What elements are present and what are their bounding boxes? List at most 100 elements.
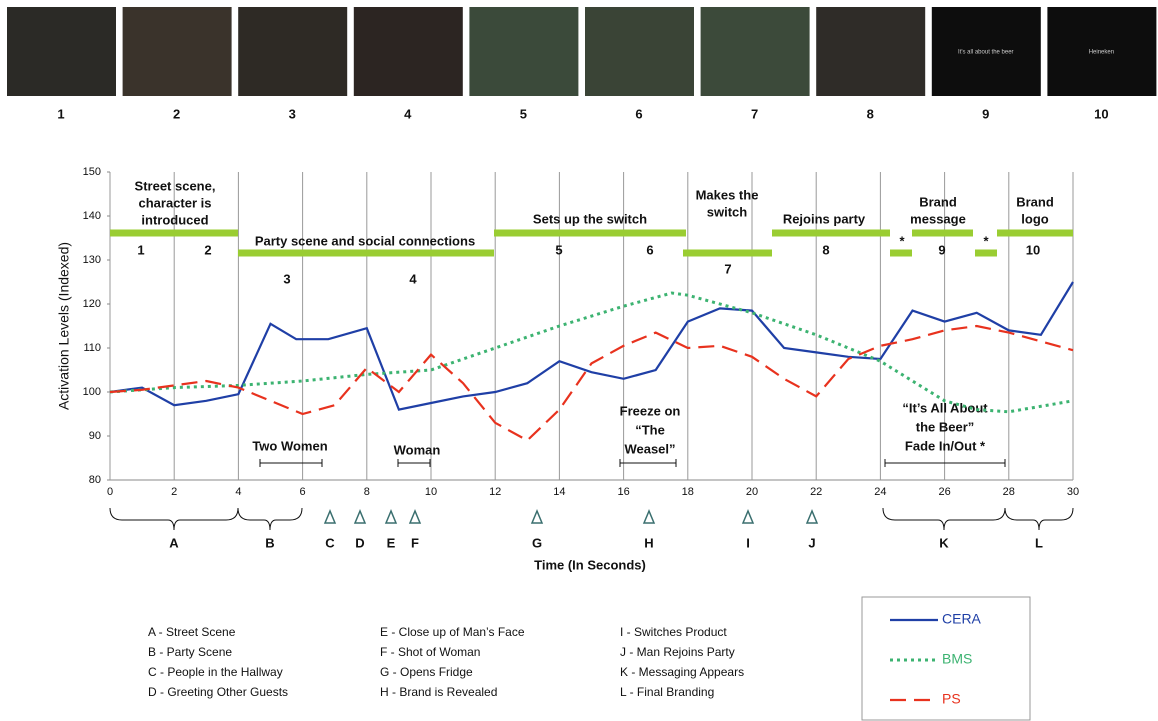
- scene-label: switch: [707, 204, 748, 219]
- marker-legend-item: F - Shot of Woman: [380, 645, 480, 659]
- marker-legend-item: K - Messaging Appears: [620, 665, 744, 679]
- scene-number: 5: [555, 242, 562, 257]
- scene-number: 1: [137, 242, 144, 257]
- marker-label: I: [746, 535, 750, 550]
- marker-label: A: [169, 535, 179, 550]
- x-tick-label: 12: [489, 486, 501, 498]
- annotation: “It’s All About: [902, 400, 988, 415]
- series-line: [109, 291, 1074, 414]
- scene-label: Street scene,: [135, 178, 216, 193]
- marker-legend-item: D - Greeting Other Guests: [148, 685, 288, 699]
- thumbnail: [816, 7, 926, 96]
- x-tick-label: 16: [617, 486, 629, 498]
- triangle: [805, 509, 819, 524]
- annotation: Weasel”: [624, 441, 675, 456]
- brace: [1004, 507, 1074, 531]
- frame-label: 2: [173, 106, 180, 121]
- series-line: [109, 324, 1074, 442]
- frame-caption: Heineken: [1089, 50, 1114, 56]
- x-tick-label: 26: [938, 486, 950, 498]
- marker-label: E: [387, 535, 396, 550]
- marker-label: B: [265, 535, 274, 550]
- x-tick-label: 18: [682, 486, 694, 498]
- y-tick-label: 150: [83, 166, 101, 178]
- y-axis-label: Activation Levels (Indexed): [56, 242, 72, 410]
- frame-label: 9: [982, 106, 989, 121]
- y-tick-label: 90: [89, 430, 101, 442]
- x-axis-label: Time (In Seconds): [534, 557, 646, 572]
- annotation: Woman: [394, 442, 441, 457]
- marker-label: L: [1035, 535, 1043, 550]
- legend-label: CERA: [942, 611, 982, 627]
- frame-caption: It's all about the beer: [958, 50, 1014, 56]
- x-tick-label: 28: [1003, 486, 1015, 498]
- annotation: “The: [635, 422, 665, 437]
- x-tick-label: 22: [810, 486, 822, 498]
- scene-number: 10: [1026, 242, 1040, 257]
- frame-label: 4: [404, 106, 412, 121]
- legend-label: PS: [942, 691, 961, 707]
- thumbnail: [700, 7, 810, 96]
- y-tick-label: 100: [83, 386, 101, 398]
- marker-legend-item: C - People in the Hallway: [148, 665, 283, 679]
- annotation: Freeze on: [620, 403, 681, 418]
- frame-label: 3: [289, 106, 296, 121]
- marker-legend-item: H - Brand is Revealed: [380, 685, 497, 699]
- scene-number: 9: [938, 242, 945, 257]
- scene-label: Rejoins party: [783, 211, 866, 226]
- frame-label: 8: [867, 106, 874, 121]
- brace: [109, 507, 239, 531]
- thumbnail: [1047, 7, 1157, 96]
- thumbnail: [7, 7, 116, 96]
- frame-label: 6: [635, 106, 642, 121]
- marker-label: K: [939, 535, 949, 550]
- thumbnail: [931, 7, 1041, 96]
- scene-number: 4: [409, 271, 417, 286]
- x-tick-label: 20: [746, 486, 758, 498]
- triangle: [384, 509, 398, 524]
- thumbnail: [353, 7, 463, 96]
- brace: [237, 507, 303, 531]
- x-tick-label: 24: [874, 486, 886, 498]
- thumbnail: [238, 7, 348, 96]
- x-tick-label: 6: [300, 486, 306, 498]
- frame-label: 10: [1094, 106, 1108, 121]
- scene-number: 8: [822, 242, 829, 257]
- scene-label: Brand: [1016, 194, 1054, 209]
- thumbnail: [122, 7, 232, 96]
- x-tick-label: 2: [171, 486, 177, 498]
- marker-label: C: [325, 535, 335, 550]
- scene-number: 7: [724, 261, 731, 276]
- scene-label: *: [983, 233, 989, 248]
- scene-label: introduced: [141, 212, 208, 227]
- scene-number: 3: [283, 271, 290, 286]
- marker-label: J: [808, 535, 815, 550]
- y-tick-label: 120: [83, 298, 101, 310]
- x-tick-label: 14: [553, 486, 565, 498]
- y-tick-label: 130: [83, 254, 101, 266]
- frame-label: 1: [57, 106, 64, 121]
- marker-legend-item: L - Final Branding: [620, 685, 714, 699]
- triangle: [741, 509, 755, 524]
- brace: [882, 507, 1006, 531]
- scene-label: *: [899, 233, 905, 248]
- scene-label: message: [910, 211, 966, 226]
- scene-number: 6: [646, 242, 653, 257]
- marker-label: F: [411, 535, 419, 550]
- scene-label: Sets up the switch: [533, 211, 647, 226]
- y-tick-label: 140: [83, 210, 101, 222]
- x-tick-label: 0: [107, 486, 113, 498]
- frame-label: 7: [751, 106, 758, 121]
- scene-label: Makes the: [696, 187, 759, 202]
- annotation: Two Women: [252, 438, 327, 453]
- marker-legend-item: G - Opens Fridge: [380, 665, 473, 679]
- marker-legend-item: I - Switches Product: [620, 625, 727, 639]
- triangle: [642, 509, 656, 524]
- triangle: [353, 509, 367, 524]
- scene-label: logo: [1021, 211, 1048, 226]
- x-tick-label: 8: [364, 486, 370, 498]
- triangle: [408, 509, 422, 524]
- thumbnail: [469, 7, 579, 96]
- x-tick-label: 4: [235, 486, 241, 498]
